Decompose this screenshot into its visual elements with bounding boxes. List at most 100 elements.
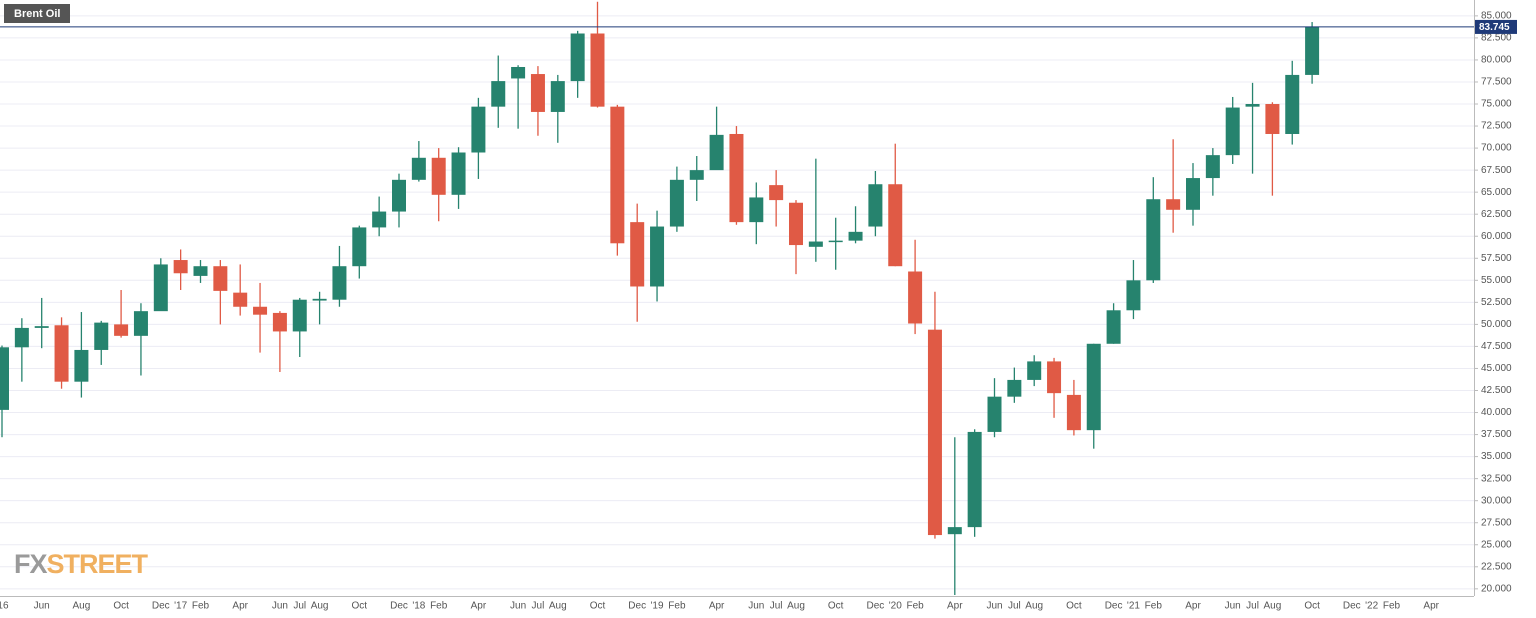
candle-body	[74, 349, 89, 382]
x-tick-label: Dec	[152, 601, 170, 612]
y-tick-label: 72.500	[1481, 121, 1512, 132]
candle-body	[213, 266, 228, 291]
last-price-box	[1475, 19, 1517, 34]
candle-body	[749, 197, 764, 223]
x-tick-label: Oct	[1066, 601, 1082, 612]
x-tick-label: Feb	[430, 601, 448, 612]
y-tick-label: 22.500	[1481, 561, 1512, 572]
candle-body	[272, 312, 287, 332]
candle-body	[431, 157, 446, 195]
candle-body	[153, 264, 168, 312]
candle-body	[352, 227, 367, 267]
candle-body	[173, 260, 188, 274]
x-tick-label: Jun	[986, 601, 1002, 612]
y-tick-label: 45.000	[1481, 363, 1512, 374]
y-tick-label: 32.500	[1481, 473, 1512, 484]
y-tick-label: 37.500	[1481, 429, 1512, 440]
x-tick-label: Jul	[1008, 601, 1021, 612]
watermark: FXSTREET	[14, 549, 149, 579]
candle-body	[808, 241, 823, 247]
x-tick-label: Feb	[1383, 601, 1401, 612]
candle-body	[888, 184, 903, 267]
x-tick-label: Feb	[906, 601, 924, 612]
candle-body	[451, 152, 466, 195]
x-tick-label: Feb	[668, 601, 686, 612]
x-tick-label: Jul	[770, 601, 783, 612]
x-tick-label: Aug	[311, 601, 329, 612]
candle-body	[511, 66, 526, 79]
candle-body	[1186, 178, 1200, 210]
x-tick-label: Apr	[947, 601, 963, 612]
x-tick-label: Oct	[352, 601, 368, 612]
y-tick-label: 52.500	[1481, 297, 1512, 308]
candle-body	[769, 185, 784, 201]
candle-body	[789, 202, 803, 246]
x-tick-label: '17	[174, 601, 187, 612]
candle-body	[1146, 199, 1161, 281]
x-tick-label: Oct	[113, 601, 129, 612]
x-tick-label: Oct	[1304, 601, 1320, 612]
y-tick-label: 70.000	[1481, 143, 1512, 154]
candle-body	[1086, 343, 1101, 431]
y-tick-label: 62.500	[1481, 209, 1512, 220]
y-tick-label: 27.500	[1481, 517, 1512, 528]
y-tick-label: 85.000	[1481, 11, 1512, 22]
candle-body	[530, 74, 545, 112]
x-tick-label: '22	[1365, 601, 1378, 612]
x-tick-label: Feb	[192, 601, 210, 612]
candle-body	[114, 324, 129, 336]
candle-body	[491, 81, 506, 107]
x-tick-label: '18	[412, 601, 425, 612]
candle-body	[54, 325, 69, 382]
candle-body	[34, 326, 49, 328]
x-tick-label: Dec	[628, 601, 646, 612]
x-tick-label: '19	[651, 601, 664, 612]
candle-body	[1166, 199, 1181, 210]
x-tick-label: '21	[1127, 601, 1140, 612]
candle-body	[669, 179, 684, 227]
candle-body	[1106, 310, 1121, 344]
candle-body	[1047, 361, 1062, 394]
x-tick-label: Jun	[1225, 601, 1241, 612]
y-tick-label: 47.500	[1481, 341, 1512, 352]
y-tick-label: 80.000	[1481, 55, 1512, 66]
x-tick-label: Jun	[272, 601, 288, 612]
candle-body	[1126, 280, 1141, 311]
x-tick-label: Jul	[1246, 601, 1259, 612]
x-tick-label: Apr	[471, 601, 487, 612]
candle-body	[332, 266, 347, 300]
candle-body	[193, 266, 208, 276]
candle-body	[392, 179, 406, 212]
x-tick-label: Oct	[590, 601, 606, 612]
chart-title: Brent Oil	[14, 8, 60, 20]
y-tick-label: 57.500	[1481, 253, 1512, 264]
watermark-left: FX	[14, 549, 47, 579]
candle-body	[967, 431, 982, 528]
y-tick-label: 55.000	[1481, 275, 1512, 286]
y-tick-label: 75.000	[1481, 99, 1512, 110]
x-tick-label: Jun	[748, 601, 764, 612]
candle-body	[729, 133, 744, 223]
candle-body	[411, 157, 426, 180]
y-tick-label: 25.000	[1481, 539, 1512, 550]
candle-body	[0, 347, 9, 410]
last-price-label: 83.745	[1479, 22, 1510, 33]
x-tick-label: Apr	[709, 601, 725, 612]
candle-body	[94, 322, 109, 350]
x-tick-label: Dec	[390, 601, 408, 612]
x-tick-label: Jul	[293, 601, 306, 612]
y-tick-label: 77.500	[1481, 77, 1512, 88]
candle-body	[1225, 107, 1240, 156]
candle-body	[630, 222, 645, 287]
candle-body	[1066, 394, 1081, 431]
x-tick-label: Oct	[828, 601, 844, 612]
y-tick-label: 30.000	[1481, 495, 1512, 506]
candle-body	[927, 329, 942, 536]
candle-body	[610, 106, 625, 244]
candle-body	[709, 134, 724, 171]
x-tick-label: Dec	[867, 601, 885, 612]
title-box	[4, 4, 70, 23]
candle-body	[987, 396, 1002, 432]
candle-body	[133, 311, 148, 336]
